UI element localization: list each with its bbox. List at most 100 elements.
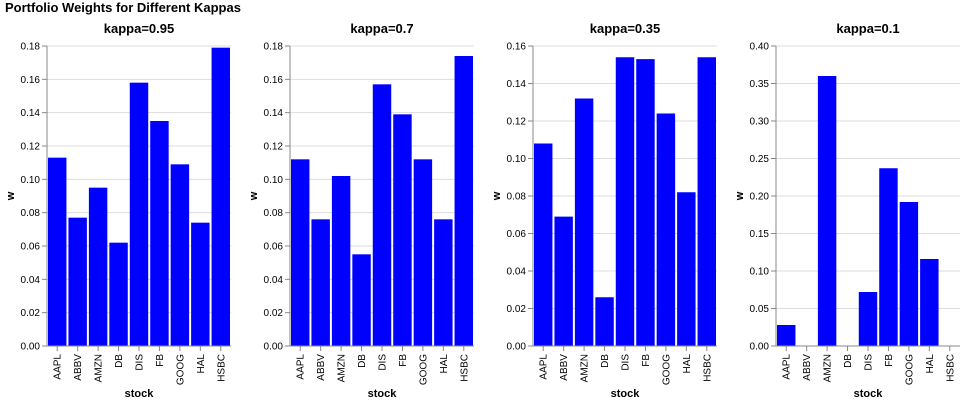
panel-title: kappa=0.35 — [590, 21, 660, 36]
x-tick-label: ABBV — [802, 354, 813, 381]
x-tick-label: AAPL — [53, 354, 64, 380]
x-tick-label: GOOG — [904, 354, 915, 385]
x-axis-title: stock — [611, 388, 641, 400]
x-tick-label: FB — [398, 354, 409, 367]
y-tick-label: 0.00 — [750, 342, 770, 353]
y-tick-label: 0.10 — [750, 267, 770, 278]
x-tick-label: AMZN — [337, 354, 348, 382]
x-tick-label: AMZN — [580, 354, 591, 382]
x-tick-label: AAPL — [782, 354, 793, 380]
x-tick-label: FB — [884, 354, 895, 367]
y-tick-label: 0.06 — [507, 229, 527, 240]
x-axis-title: stock — [368, 388, 398, 400]
y-tick-label: 0.10 — [507, 154, 527, 165]
y-tick-label: 0.14 — [264, 108, 284, 119]
y-tick-label: 0.10 — [264, 175, 284, 186]
bar — [211, 47, 230, 347]
x-tick-label: DIS — [135, 354, 146, 371]
x-tick-label: FB — [155, 354, 166, 367]
x-tick-label: HAL — [682, 354, 693, 374]
y-tick-label: 0.35 — [750, 79, 770, 90]
y-tick-label: 0.12 — [264, 142, 284, 153]
bar — [352, 254, 371, 346]
bar — [677, 192, 696, 346]
y-tick-label: 0.10 — [21, 175, 41, 186]
x-tick-label: HSBC — [945, 354, 956, 382]
y-axis-title: w — [734, 191, 746, 201]
bar — [68, 217, 87, 346]
bar — [311, 219, 330, 346]
y-tick-label: 0.08 — [264, 208, 284, 219]
bar — [534, 143, 553, 346]
x-tick-label: DB — [600, 354, 611, 368]
y-tick-label: 0.12 — [21, 142, 41, 153]
y-tick-label: 0.02 — [21, 308, 41, 319]
x-tick-label: ABBV — [316, 354, 327, 381]
y-tick-label: 0.16 — [21, 75, 41, 86]
bar — [291, 159, 310, 346]
bar — [48, 157, 67, 346]
panel-title: kappa=0.7 — [350, 21, 413, 36]
y-tick-label: 0.16 — [264, 75, 284, 86]
y-tick-label: 0.20 — [750, 192, 770, 203]
x-tick-label: DIS — [864, 354, 875, 371]
x-axis-title: stock — [125, 388, 155, 400]
bar — [697, 57, 716, 346]
bar — [129, 82, 149, 347]
chart-main-title: Portfolio Weights for Different Kappas — [5, 0, 241, 15]
x-tick-label: HAL — [439, 354, 450, 374]
y-tick-label: 0.00 — [264, 342, 284, 353]
x-tick-label: HAL — [196, 354, 207, 374]
x-tick-label: AAPL — [539, 354, 550, 380]
x-axis-title: stock — [854, 388, 884, 400]
y-tick-label: 0.14 — [507, 79, 527, 90]
y-tick-label: 0.04 — [507, 267, 527, 278]
y-tick-label: 0.04 — [264, 275, 284, 286]
x-tick-label: ABBV — [73, 354, 84, 381]
y-axis-title: w — [248, 191, 260, 201]
bar — [331, 176, 351, 346]
bar — [817, 76, 837, 346]
bar — [777, 325, 796, 346]
bar — [393, 114, 412, 346]
y-tick-label: 0.18 — [21, 42, 41, 53]
x-tick-label: HSBC — [216, 354, 227, 382]
x-tick-label: DB — [114, 354, 125, 368]
y-tick-label: 0.02 — [264, 308, 284, 319]
bar — [636, 59, 655, 346]
x-tick-label: DIS — [378, 354, 389, 371]
y-tick-label: 0.15 — [750, 229, 770, 240]
y-tick-label: 0.12 — [507, 117, 527, 128]
bar — [595, 297, 614, 346]
y-tick-label: 0.08 — [21, 208, 41, 219]
y-tick-label: 0.18 — [264, 42, 284, 53]
x-tick-label: HSBC — [459, 354, 470, 382]
bar — [615, 57, 635, 346]
x-tick-label: DB — [357, 354, 368, 368]
y-tick-label: 0.00 — [507, 342, 527, 353]
x-tick-label: ABBV — [559, 354, 570, 381]
bar — [858, 292, 878, 346]
bar — [920, 259, 939, 346]
y-tick-label: 0.06 — [264, 242, 284, 253]
panel-title: kappa=0.95 — [104, 21, 174, 36]
bar — [413, 159, 433, 346]
bar — [554, 216, 573, 346]
y-tick-label: 0.40 — [750, 42, 770, 53]
bar — [170, 164, 190, 346]
x-tick-label: DIS — [621, 354, 632, 371]
y-tick-label: 0.30 — [750, 117, 770, 128]
bar — [150, 121, 169, 346]
bar — [879, 168, 898, 346]
y-tick-label: 0.02 — [507, 304, 527, 315]
y-tick-label: 0.04 — [21, 275, 41, 286]
x-tick-label: GOOG — [418, 354, 429, 385]
bar — [372, 84, 392, 346]
y-tick-label: 0.05 — [750, 304, 770, 315]
y-tick-label: 0.06 — [21, 242, 41, 253]
y-tick-label: 0.25 — [750, 154, 770, 165]
x-tick-label: AMZN — [94, 354, 105, 382]
bar — [454, 56, 473, 346]
x-tick-label: GOOG — [661, 354, 672, 385]
